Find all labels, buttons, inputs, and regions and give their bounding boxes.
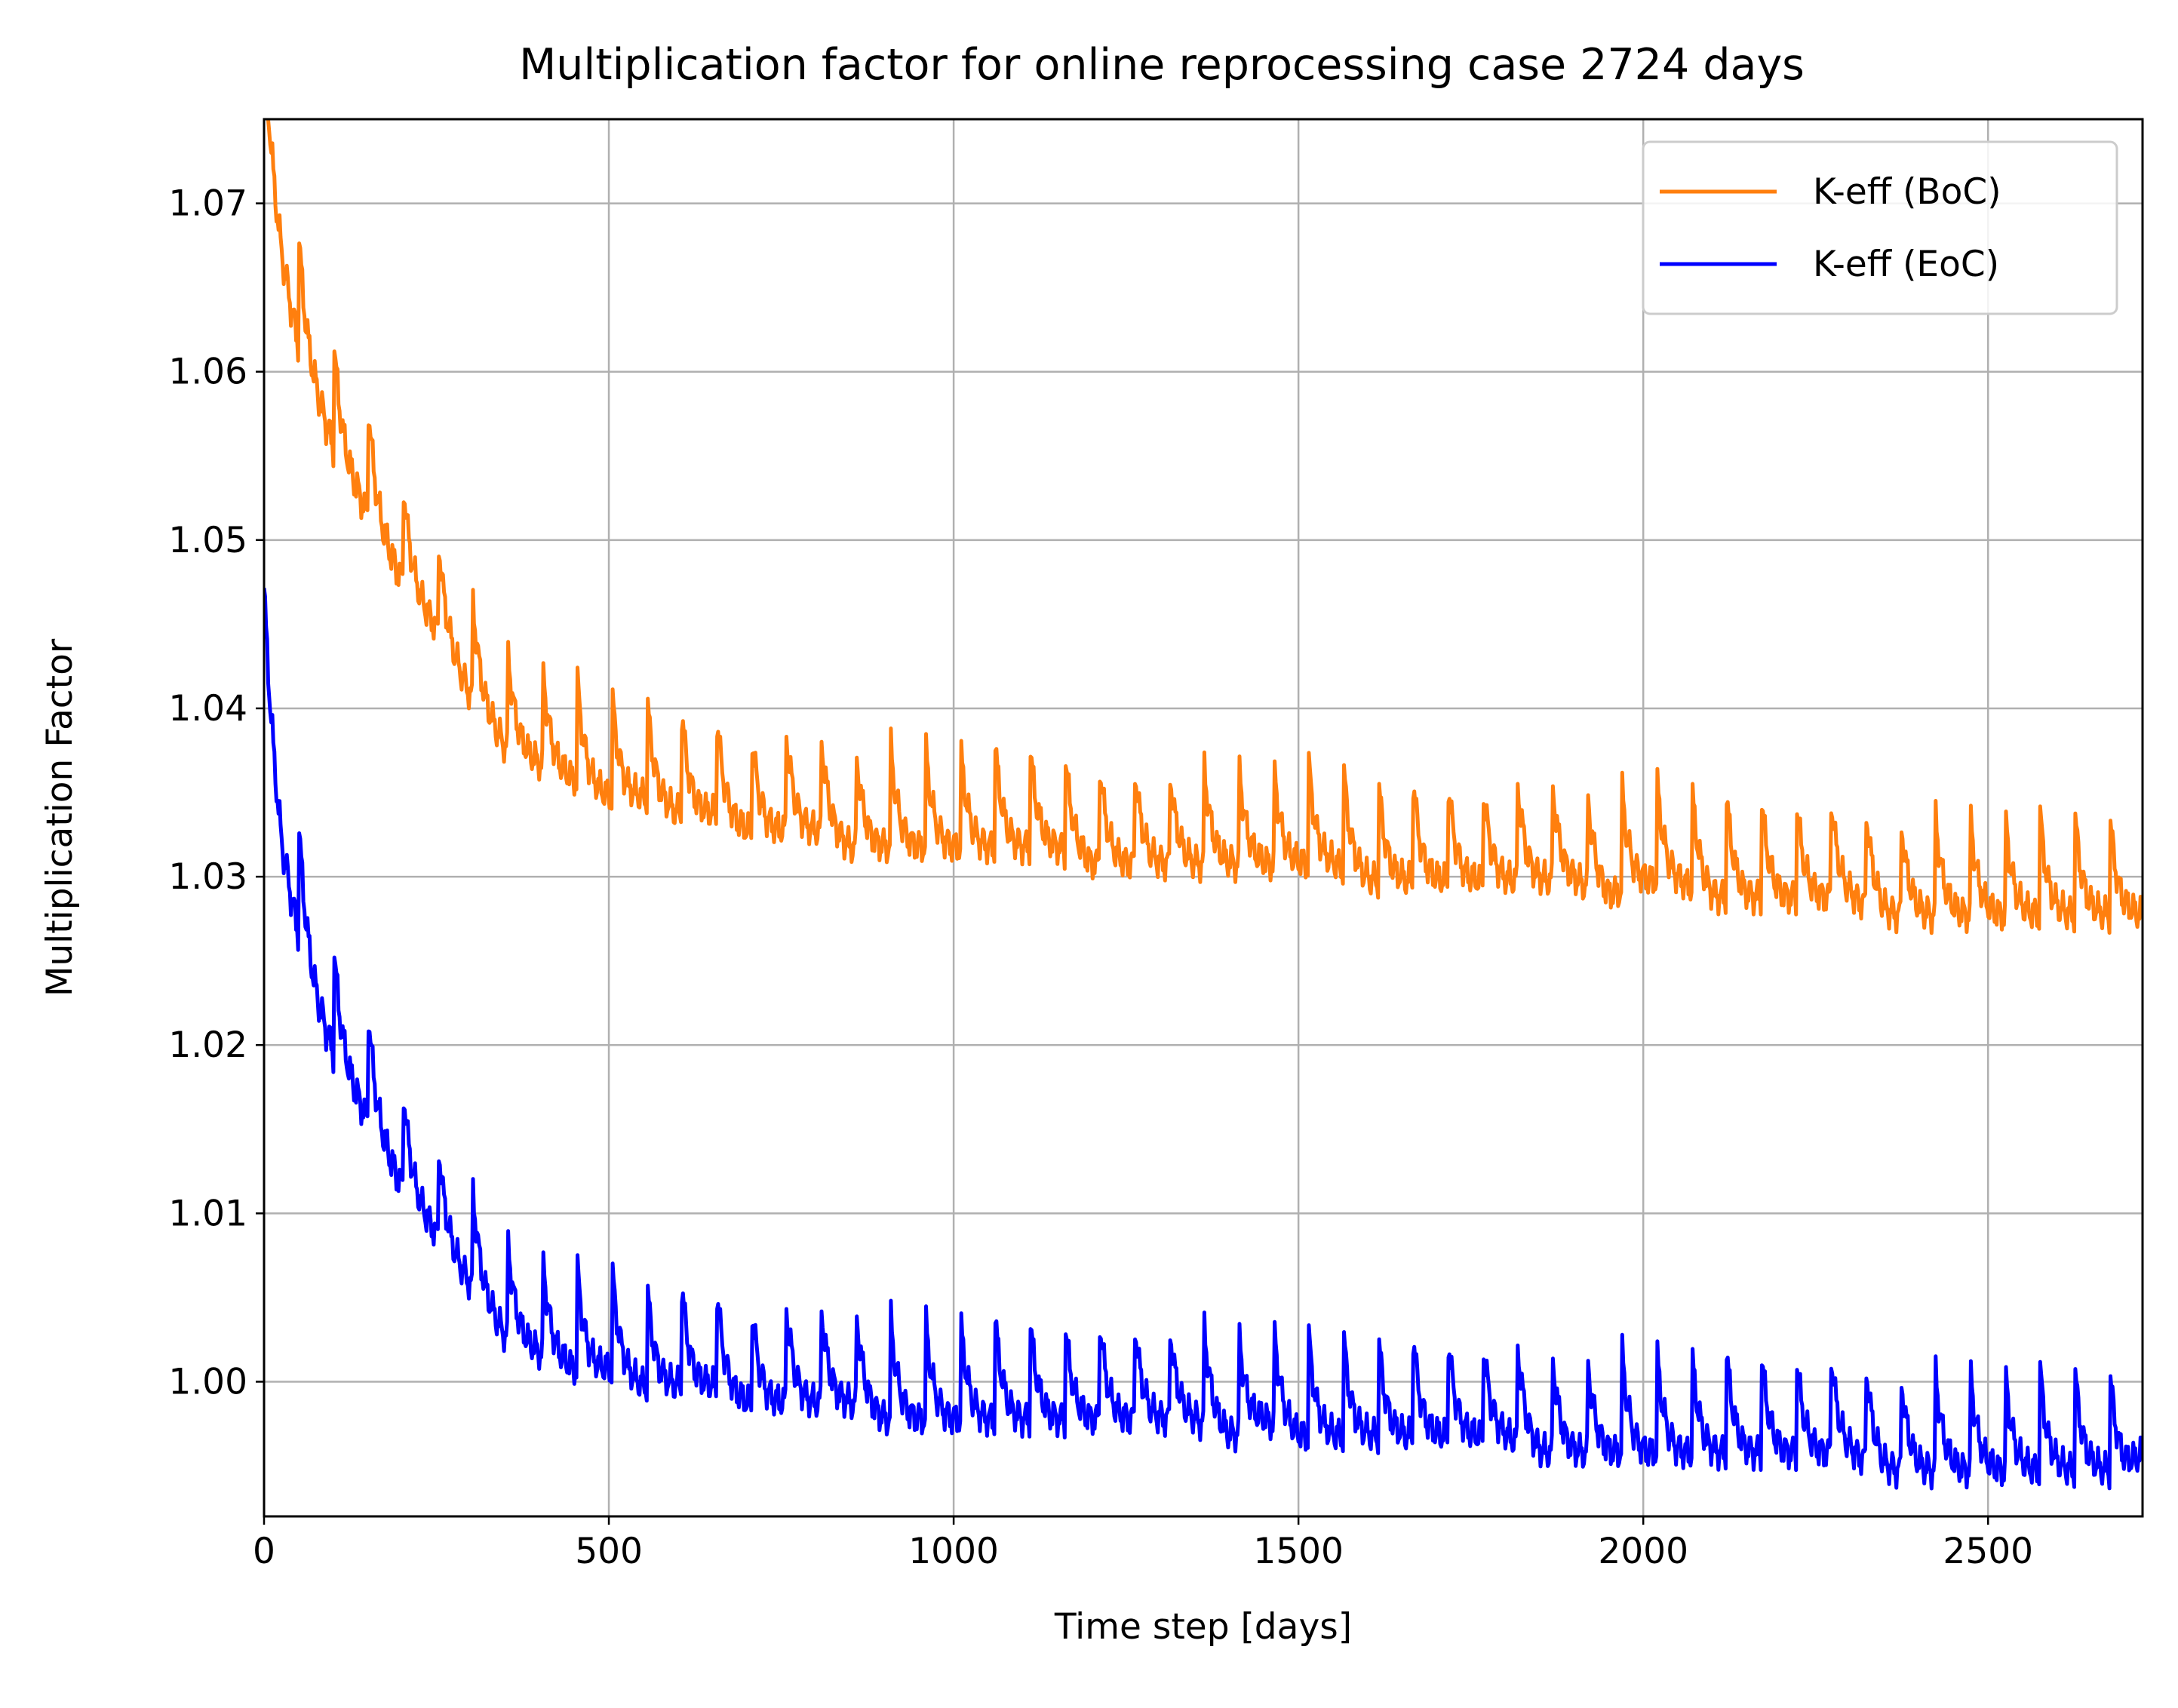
x-tick-label: 2500: [1943, 1531, 2033, 1572]
series-line-boc: [266, 119, 2143, 935]
x-tick-label: 500: [575, 1531, 643, 1572]
y-tick-label: 1.06: [168, 352, 247, 393]
y-tick-label: 1.04: [168, 688, 247, 730]
y-tick-label: 1.05: [168, 520, 247, 561]
plot-area-frame: [263, 118, 2144, 1518]
y-tick-label: 1.07: [168, 183, 247, 225]
series-layer: [264, 119, 2143, 1491]
x-tick-label: 1500: [1253, 1531, 1344, 1572]
legend-label-eoc: K-eff (EoC): [1813, 244, 1999, 285]
x-axis: 0 500 1000 1500 2000 2500: [253, 1516, 2033, 1572]
x-axis-label: Time step [days]: [1054, 1606, 1352, 1648]
y-axis: 1.00 1.01 1.02 1.03 1.04 1.05 1.06 1.07: [168, 183, 264, 1402]
series-line-eoc: [264, 588, 2143, 1491]
legend-box: [1642, 140, 2118, 315]
chart-title: Multiplication factor for online reproce…: [519, 40, 1805, 90]
legend-label-boc: K-eff (BoC): [1813, 171, 2001, 213]
y-tick-label: 1.00: [168, 1361, 247, 1402]
y-tick-label: 1.02: [168, 1024, 247, 1066]
y-axis-label: Multiplication Factor: [39, 638, 81, 997]
legend: K-eff (BoC) K-eff (EoC): [1642, 140, 2118, 315]
x-tick-label: 2000: [1598, 1531, 1688, 1572]
y-tick-label: 1.03: [168, 856, 247, 898]
y-tick-label: 1.01: [168, 1193, 247, 1234]
x-tick-label: 1000: [908, 1531, 999, 1572]
x-tick-label: 0: [253, 1531, 275, 1572]
